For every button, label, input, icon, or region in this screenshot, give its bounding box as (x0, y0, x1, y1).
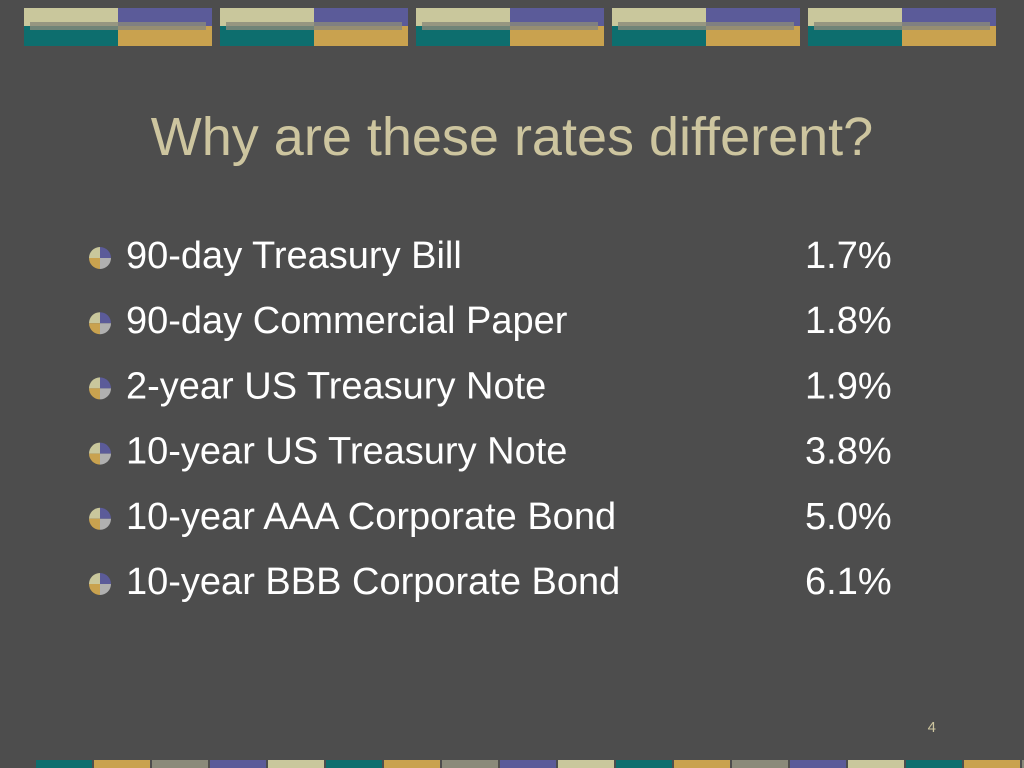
slide-title: Why are these rates different? (151, 107, 873, 167)
bullet-icon (100, 442, 111, 454)
bullet-list: 90-day Treasury Bill 1.7% 90-day Commercia… (89, 235, 892, 603)
bullet-icon (89, 258, 100, 269)
bullet-icon (100, 247, 111, 258)
deco-block (618, 22, 794, 30)
bullet-icon (89, 377, 100, 389)
page-number: 4 (928, 719, 936, 736)
deco-block (808, 26, 902, 46)
item-label: 90-day Commercial Paper (126, 300, 568, 342)
deco-strip (36, 760, 92, 768)
bullet-icon (89, 388, 100, 400)
deco-block (220, 26, 314, 46)
deco-block (118, 26, 212, 46)
item-rate: 6.1% (805, 561, 892, 603)
deco-block (422, 22, 598, 30)
item-label: 90-day Treasury Bill (126, 235, 462, 277)
item-label: 2-year US Treasury Note (126, 365, 546, 407)
deco-block (814, 22, 990, 30)
bullet-icon (89, 584, 100, 595)
top-decoration (24, 8, 996, 46)
item-label: 10-year US Treasury Note (126, 431, 567, 473)
bullet-icon (100, 388, 111, 400)
deco-strip (674, 760, 730, 768)
bullet-icon (89, 518, 100, 530)
deco-strip (1022, 760, 1024, 768)
bullet-icon (100, 453, 111, 465)
deco-block (416, 26, 510, 46)
bullet-icon (100, 377, 111, 389)
deco-strip (964, 760, 1020, 768)
deco-block (706, 26, 800, 46)
deco-block (226, 22, 402, 30)
deco-block (30, 22, 206, 30)
deco-block (314, 26, 408, 46)
deco-strip (616, 760, 672, 768)
bullet-icon (89, 453, 100, 465)
bullet-icon (100, 518, 111, 530)
bullet-icon (100, 312, 111, 324)
bullet-icon (89, 247, 100, 258)
bullet-icon (100, 507, 111, 519)
item-rate: 5.0% (805, 496, 892, 538)
deco-strip (732, 760, 788, 768)
deco-block (24, 26, 118, 46)
deco-block (510, 26, 604, 46)
bullet-icon (89, 442, 100, 454)
deco-block (612, 26, 706, 46)
item-rate: 3.8% (805, 431, 892, 473)
item-label: 10-year BBB Corporate Bond (126, 561, 620, 603)
bullet-icon (100, 584, 111, 595)
deco-strip (500, 760, 556, 768)
deco-strip (558, 760, 614, 768)
deco-strip (152, 760, 208, 768)
item-rate: 1.9% (805, 365, 892, 407)
deco-strip (384, 760, 440, 768)
item-rate: 1.7% (805, 235, 892, 277)
deco-strip (268, 760, 324, 768)
deco-strip (848, 760, 904, 768)
item-label: 10-year AAA Corporate Bond (126, 496, 616, 538)
deco-strip (790, 760, 846, 768)
deco-strip (906, 760, 962, 768)
bullet-icon (100, 323, 111, 335)
deco-strip (326, 760, 382, 768)
deco-strip (94, 760, 150, 768)
bullet-icon (100, 258, 111, 269)
bullet-icon (89, 573, 100, 584)
bullet-icon (100, 573, 111, 584)
item-rate: 1.8% (805, 300, 892, 342)
bullet-icon (89, 507, 100, 519)
bullet-icon (89, 312, 100, 324)
deco-block (902, 26, 996, 46)
deco-strip (210, 760, 266, 768)
deco-strip (442, 760, 498, 768)
bullet-icon (89, 323, 100, 335)
bottom-decoration (36, 760, 1024, 768)
